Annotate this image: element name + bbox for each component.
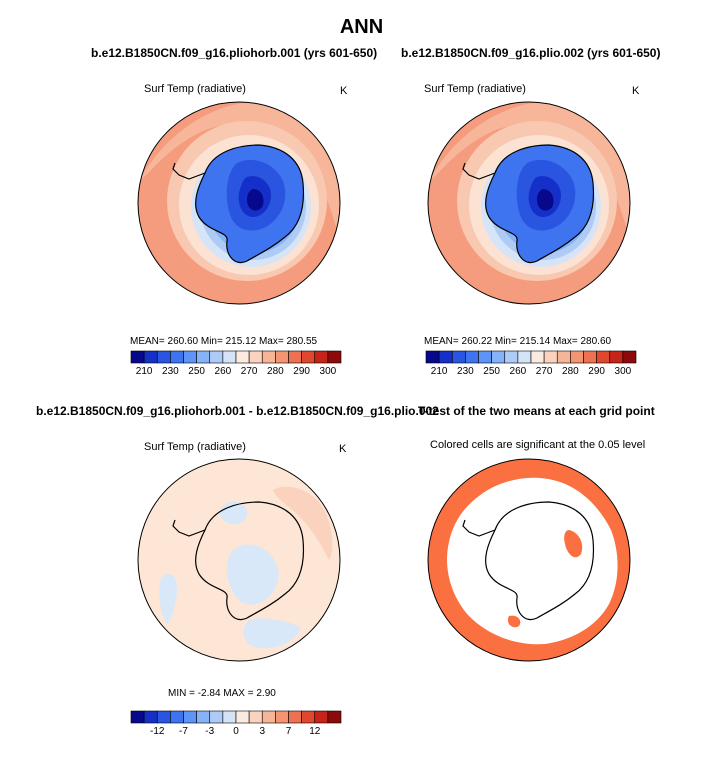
- case2-colorbar-tick-label: 300: [615, 366, 632, 377]
- diff-colorbar-swatch: [314, 710, 329, 724]
- case2-stats: MEAN= 260.22 Min= 215.14 Max= 280.60: [424, 336, 612, 347]
- case2-colorbar-tick-label: 260: [510, 366, 527, 377]
- diff-colorbar-swatch: [156, 710, 171, 724]
- ttest-significance-map: [427, 458, 631, 662]
- case2-title: b.e12.B1850CN.f09_g16.plio.002 (yrs 601-…: [401, 46, 661, 60]
- case1-colorbar-tick-label: 260: [215, 366, 232, 377]
- case2-polar-map: [427, 101, 631, 305]
- case1-colorbar-swatch: [222, 350, 237, 364]
- case2-colorbar-swatch: [517, 350, 532, 364]
- ttest-title: T-test of the two means at each grid poi…: [418, 404, 655, 418]
- case2-colorbar-tick-label: 210: [431, 366, 448, 377]
- case2-colorbar-tick-label: 280: [562, 366, 579, 377]
- case2-colorbar-swatch: [530, 350, 545, 364]
- case1-colorbar-swatch: [170, 350, 184, 364]
- case1-colorbar-swatch: [327, 350, 342, 364]
- case1-units-label: K: [340, 85, 348, 97]
- case1-stats: MEAN= 260.60 Min= 215.12 Max= 280.55: [130, 336, 318, 347]
- case2-colorbar-tick-label: 230: [457, 366, 474, 377]
- case2-variable-label: Surf Temp (radiative): [424, 83, 526, 95]
- case2-colorbar-swatch: [425, 350, 440, 364]
- case1-colorbar-tick-label: 270: [241, 366, 258, 377]
- diff-colorbar-swatch: [183, 710, 197, 724]
- diff-colorbar-swatch: [275, 710, 289, 724]
- case2-units-label: K: [632, 85, 640, 97]
- case2-colorbar-swatch: [504, 350, 519, 364]
- case2-colorbar-swatch: [491, 350, 506, 364]
- case1-colorbar-swatch: [261, 350, 276, 364]
- case2-colorbar-tick-label: 250: [483, 366, 500, 377]
- diff-colorbar-tick-label: 3: [259, 726, 265, 737]
- case1-colorbar-tick-label: 210: [136, 366, 153, 377]
- diff-colorbar: -12 -7 -3 0 3 7 12: [130, 710, 342, 737]
- case2-colorbar-swatch: [596, 350, 611, 364]
- case2-colorbar-swatch: [543, 350, 558, 364]
- diff-colorbar-swatch: [170, 710, 184, 724]
- case1-colorbar-tick-label: 290: [293, 366, 310, 377]
- diff-colorbar-swatch: [196, 710, 211, 724]
- case2-colorbar-swatch: [465, 350, 479, 364]
- diff-variable-label: Surf Temp (radiative): [144, 441, 246, 453]
- case1-colorbar-swatch: [275, 350, 289, 364]
- case2-colorbar-swatch: [609, 350, 624, 364]
- case1-colorbar-swatch: [183, 350, 197, 364]
- diff-colorbar-swatch: [288, 710, 302, 724]
- diff-colorbar-swatch: [301, 710, 316, 724]
- diff-polar-map: [137, 458, 341, 662]
- case2-colorbar: 210 230 250 260 270 280 290 300: [425, 350, 637, 377]
- diff-colorbar-swatch: [222, 710, 237, 724]
- case1-colorbar-swatch: [288, 350, 302, 364]
- case1-colorbar-swatch: [156, 350, 171, 364]
- case1-colorbar-swatch: [209, 350, 224, 364]
- ttest-note: Colored cells are significant at the 0.0…: [430, 439, 646, 451]
- figure-title: ANN: [339, 16, 384, 38]
- diff-title: b.e12.B1850CN.f09_g16.pliohorb.001 - b.e…: [36, 404, 439, 418]
- diff-colorbar-tick-label: 12: [309, 726, 321, 737]
- case1-colorbar-swatch: [235, 350, 250, 364]
- case2-colorbar-tick-label: 270: [536, 366, 553, 377]
- case1-colorbar: 210 230 250 260 270 280 290 300: [130, 350, 342, 377]
- case1-colorbar-swatch: [130, 350, 145, 364]
- diff-colorbar-swatch: [143, 710, 158, 724]
- diff-colorbar-tick-label: -7: [179, 726, 188, 737]
- case1-colorbar-tick-label: 250: [188, 366, 205, 377]
- case1-title: b.e12.B1850CN.f09_g16.pliohorb.001 (yrs …: [91, 46, 378, 60]
- diff-colorbar-swatch: [209, 710, 224, 724]
- case1-colorbar-swatch: [314, 350, 329, 364]
- case2-colorbar-tick-label: 290: [588, 366, 605, 377]
- case1-colorbar-swatch: [143, 350, 158, 364]
- case2-colorbar-swatch: [478, 350, 492, 364]
- case2-colorbar-swatch: [622, 350, 637, 364]
- diff-units-label: K: [339, 443, 347, 455]
- case1-polar-map: [137, 101, 341, 305]
- diff-colorbar-tick-label: -3: [205, 726, 214, 737]
- case2-colorbar-swatch: [451, 350, 466, 364]
- case2-colorbar-swatch: [556, 350, 571, 364]
- diff-colorbar-tick-label: -12: [150, 726, 165, 737]
- case2-colorbar-swatch: [570, 350, 584, 364]
- diff-colorbar-tick-label: 0: [233, 726, 239, 737]
- case2-colorbar-swatch: [583, 350, 597, 364]
- case1-colorbar-swatch: [301, 350, 316, 364]
- case1-colorbar-tick-label: 280: [267, 366, 284, 377]
- diff-colorbar-swatch: [248, 710, 263, 724]
- case2-colorbar-swatch: [438, 350, 453, 364]
- diff-colorbar-tick-label: 7: [286, 726, 292, 737]
- diff-stats: MIN = -2.84 MAX = 2.90: [168, 688, 276, 699]
- case1-colorbar-swatch: [196, 350, 211, 364]
- case1-colorbar-swatch: [248, 350, 263, 364]
- case1-variable-label: Surf Temp (radiative): [144, 83, 246, 95]
- case1-colorbar-tick-label: 230: [162, 366, 179, 377]
- diff-colorbar-swatch: [261, 710, 276, 724]
- diff-colorbar-swatch: [327, 710, 342, 724]
- case1-colorbar-tick-label: 300: [320, 366, 337, 377]
- diff-colorbar-swatch: [235, 710, 250, 724]
- diff-colorbar-swatch: [130, 710, 145, 724]
